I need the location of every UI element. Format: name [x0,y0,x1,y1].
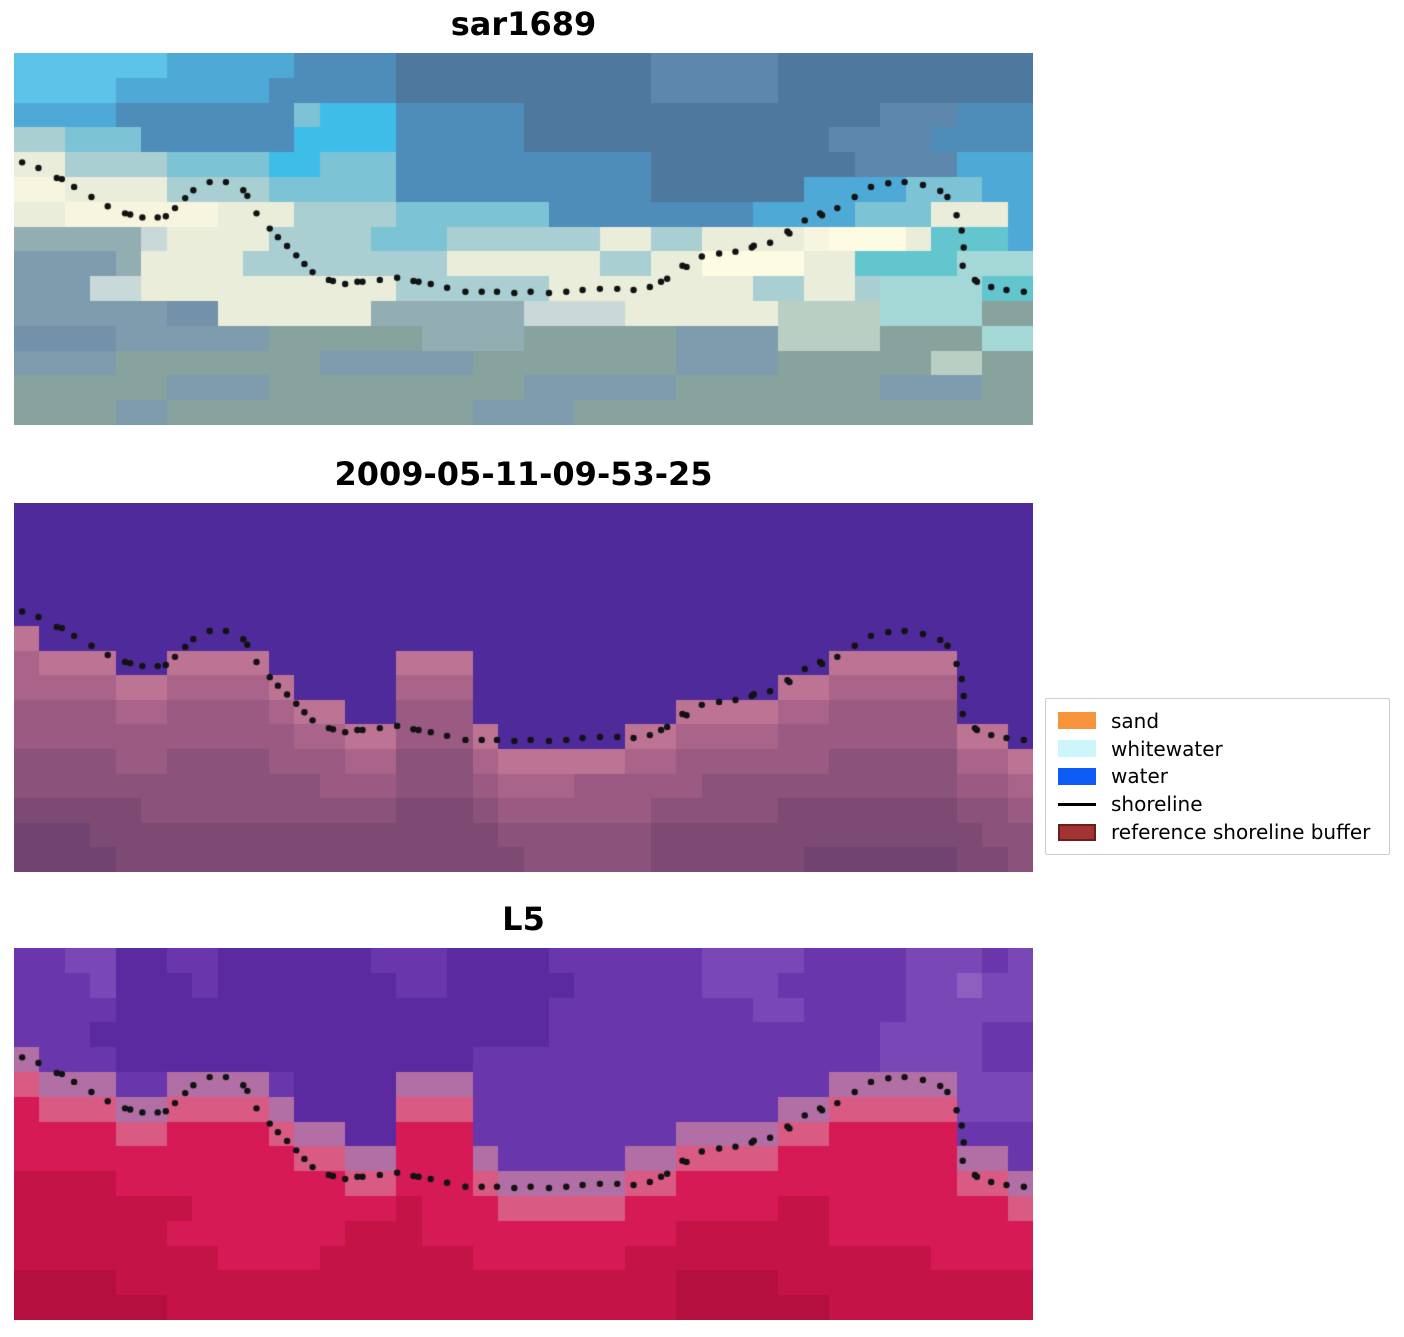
legend-item-whitewater: whitewater [1058,736,1377,762]
panel-title-classified: 2009-05-11-09-53-25 [334,455,713,493]
water-swatch [1058,767,1096,785]
sar-image-panel [14,53,1033,425]
shoreline-line-swatch [1058,802,1096,806]
legend-label-sand: sand [1111,708,1160,733]
classified-image-panel [14,503,1033,872]
legend-item-shoreline: shoreline [1058,791,1377,817]
whitewater-swatch [1058,740,1096,758]
sand-swatch [1058,712,1096,730]
landsat-image-panel [14,948,1033,1320]
panel-canvas-1 [14,503,1033,872]
reference-buffer-swatch [1058,823,1096,841]
legend-label-water: water [1111,764,1168,789]
legend-box: sand whitewater water shoreline referenc… [1045,698,1390,855]
panel-canvas-0 [14,53,1033,425]
panel-title-sar: sar1689 [450,5,597,43]
legend-item-sand: sand [1058,708,1377,734]
legend-item-water: water [1058,763,1377,789]
legend-item-reference-buffer: reference shoreline buffer [1058,819,1377,845]
legend-label-shoreline: shoreline [1111,792,1203,817]
panel-canvas-2 [14,948,1033,1320]
legend-label-reference-buffer: reference shoreline buffer [1111,820,1371,845]
legend-label-whitewater: whitewater [1111,736,1223,761]
panel-title-landsat: L5 [502,900,545,938]
